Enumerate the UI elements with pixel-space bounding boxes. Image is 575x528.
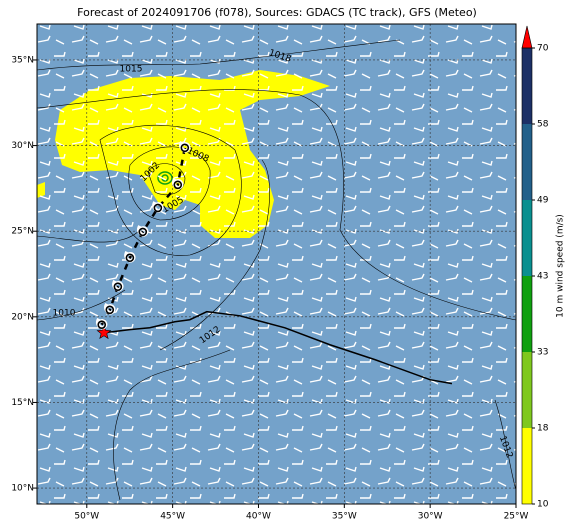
colorbar-segment	[522, 428, 532, 504]
colorbar-tick-label: 33	[537, 348, 548, 358]
colorbar-label: 10 m wind speed (m/s)	[556, 214, 566, 318]
forecast-point	[125, 253, 135, 263]
forecast-point	[105, 305, 115, 315]
colorbar-tick-label: 70	[537, 44, 549, 54]
y-tick-label: 30°N	[11, 141, 34, 151]
track-start-star	[96, 324, 112, 340]
colorbar-tick-label: 58	[537, 120, 549, 130]
colorbar-tick-label: 18	[537, 424, 549, 434]
isobar	[159, 159, 270, 351]
forecast-line	[100, 147, 187, 326]
forecast-point	[113, 282, 123, 291]
track-line	[103, 310, 453, 385]
colorbar-segment	[522, 124, 532, 200]
y-tick-label: 10°N	[11, 484, 34, 494]
colorbar-tick-label: 10	[537, 500, 549, 510]
isobar	[37, 39, 401, 71]
isobar	[128, 146, 211, 221]
chart-title: Forecast of 2024091706 (f078), Sources: …	[77, 6, 477, 19]
y-tick-label: 35°N	[11, 55, 34, 65]
y-tick-label: 25°N	[11, 227, 34, 237]
colorbar-tick-label: 49	[537, 196, 549, 206]
x-tick-label: 35°W	[332, 512, 357, 522]
colorbar-segment	[522, 200, 532, 276]
x-tick-label: 30°W	[418, 512, 443, 522]
forecast-point	[97, 320, 107, 330]
isobar	[37, 89, 516, 321]
forecast-point	[173, 180, 183, 190]
forecast-point	[180, 143, 190, 153]
x-tick-label: 25°W	[504, 512, 529, 522]
colorbar-segment	[522, 276, 532, 352]
x-tick-label: 50°W	[74, 512, 99, 522]
x-tick-label: 45°W	[160, 512, 185, 522]
isobar-label: 1015	[120, 65, 143, 75]
wind-barbs	[37, 24, 516, 504]
forecast-point	[138, 227, 148, 237]
colorbar-segment	[522, 48, 532, 124]
isobar-label: 1010	[53, 309, 76, 319]
y-tick-label: 20°N	[11, 312, 34, 322]
colorbar-segment	[522, 352, 532, 428]
isobar	[494, 399, 516, 491]
forecast-point	[153, 203, 163, 213]
isobar	[37, 229, 141, 321]
x-tick-label: 40°W	[246, 512, 271, 522]
isobar	[99, 124, 242, 256]
colorbar-extend	[521, 25, 533, 49]
isobar	[113, 349, 231, 501]
plot-frame	[36, 23, 517, 505]
y-tick-label: 15°N	[11, 398, 34, 408]
colorbar-tick-label: 43	[537, 272, 548, 282]
